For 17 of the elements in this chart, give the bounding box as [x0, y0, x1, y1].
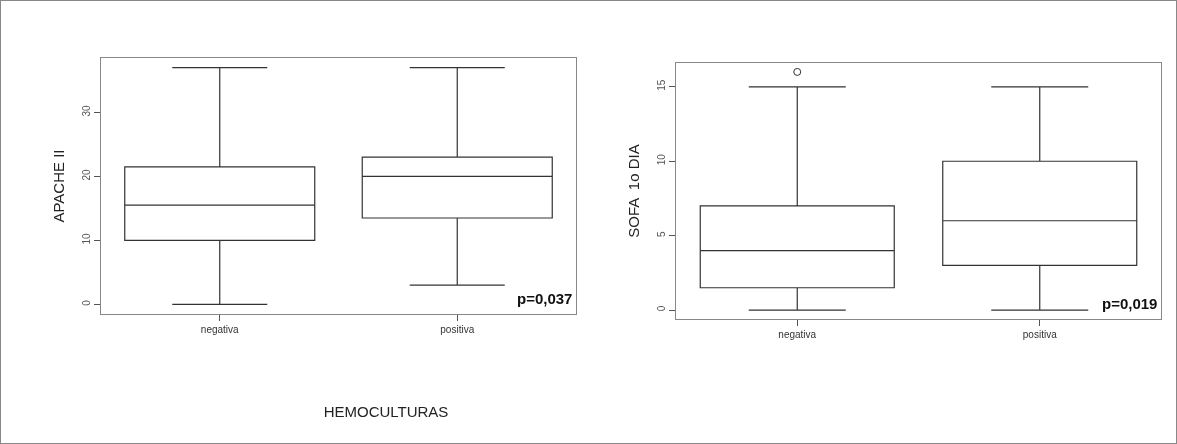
y-tick-label: 10: [81, 232, 92, 245]
y-tick-label: 5: [656, 230, 667, 237]
y-tick-label: 15: [656, 79, 667, 91]
y-axis-title: APACHE II: [50, 149, 68, 223]
y-tick-label: 20: [81, 168, 92, 181]
y-tick-label: 10: [656, 153, 667, 166]
x-tick-label: positiva: [440, 324, 475, 335]
x-tick-label: positiva: [1022, 329, 1058, 340]
y-axis-title: SOFA 1o DIA: [625, 144, 643, 238]
x-tick-label: negativa: [200, 324, 240, 335]
y-tick-label: 30: [81, 104, 92, 117]
x-tick-label: negativa: [778, 329, 817, 340]
annotation: p=0,019: [1102, 295, 1158, 312]
x-axis-title: HEMOCULTURAS: [323, 403, 449, 420]
y-tick-label: 0: [81, 299, 92, 306]
annotation: p=0,037: [517, 290, 573, 307]
y-tick-label: 0: [656, 305, 667, 312]
